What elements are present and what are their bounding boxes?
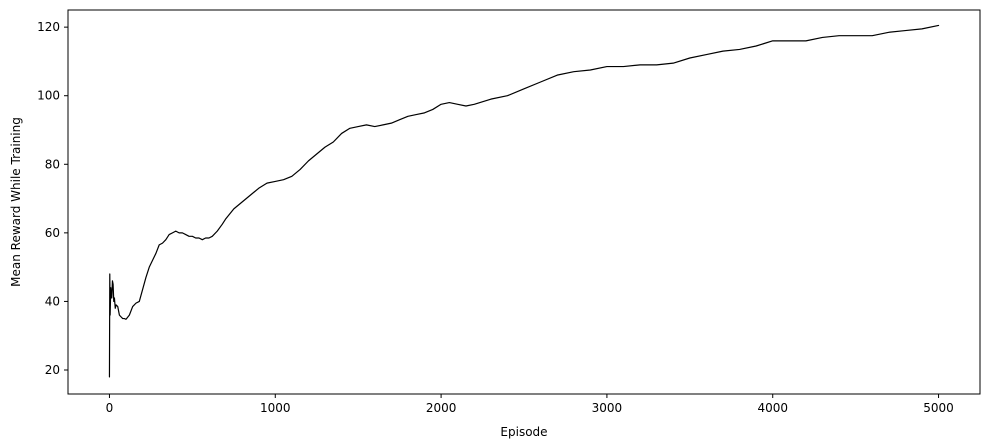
y-axis-title: Mean Reward While Training <box>9 117 23 287</box>
x-tick-label: 2000 <box>426 401 457 415</box>
y-tick-label: 20 <box>45 363 60 377</box>
y-tick-label: 60 <box>45 226 60 240</box>
x-axis-ticks: 0 1000 2000 3000 4000 5000 <box>106 394 954 415</box>
y-axis-ticks: 20 40 60 80 100 120 <box>37 20 68 377</box>
x-tick-label: 3000 <box>592 401 623 415</box>
x-tick-label: 5000 <box>923 401 954 415</box>
x-axis-title: Episode <box>500 425 547 439</box>
x-tick-label: 4000 <box>757 401 788 415</box>
y-tick-label: 100 <box>37 89 60 103</box>
y-tick-label: 120 <box>37 20 60 34</box>
x-tick-label: 0 <box>106 401 114 415</box>
series-layer <box>108 24 940 378</box>
x-tick-label: 1000 <box>260 401 291 415</box>
plot-frame <box>67 9 981 395</box>
y-tick-label: 40 <box>45 294 60 308</box>
series-line <box>108 24 940 378</box>
y-tick-label: 80 <box>45 157 60 171</box>
